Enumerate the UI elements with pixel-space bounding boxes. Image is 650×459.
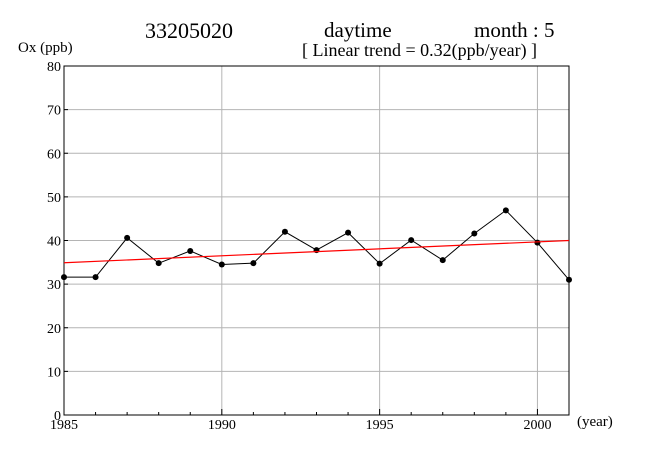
- y-tick-label: 40: [47, 235, 61, 250]
- x-tick-label: 1990: [208, 418, 236, 433]
- data-point: [345, 229, 352, 236]
- data-point: [281, 228, 288, 235]
- chart-subtitle-trend: [ Linear trend = 0.32(ppb/year) ]: [302, 40, 538, 60]
- y-tick-label: 80: [47, 60, 61, 75]
- data-point: [439, 257, 446, 264]
- data-point: [471, 230, 478, 237]
- y-tick-label: 0: [54, 409, 61, 424]
- chart-title-station: 33205020: [145, 18, 233, 43]
- data-point: [534, 239, 541, 246]
- y-tick-label: 50: [47, 191, 61, 206]
- x-axis-label: (year): [577, 414, 613, 430]
- x-tick-label: 1985: [50, 418, 78, 433]
- y-tick-label: 30: [47, 278, 61, 293]
- data-point: [124, 234, 131, 241]
- y-tick-label: 20: [47, 322, 61, 337]
- data-point: [187, 247, 194, 254]
- data-point: [218, 261, 225, 268]
- data-point: [566, 276, 572, 283]
- data-point: [92, 274, 99, 281]
- x-tick-label: 1995: [366, 418, 394, 433]
- series-line: [64, 209, 570, 281]
- x-tick-label: 2000: [523, 418, 551, 433]
- y-tick-label: 10: [47, 365, 61, 380]
- y-axis-label: Ox (ppb): [18, 40, 73, 56]
- data-point: [155, 260, 162, 267]
- y-tick-label: 60: [47, 147, 61, 162]
- data-point: [502, 207, 509, 214]
- data-point: [61, 274, 67, 281]
- data-point: [250, 260, 257, 267]
- data-point: [376, 260, 383, 267]
- chart-title-period: daytime: [324, 18, 392, 42]
- chart-title-month: month : 5: [474, 18, 555, 42]
- trend-line: [63, 239, 570, 264]
- data-point: [408, 237, 415, 244]
- y-tick-label: 70: [47, 104, 61, 119]
